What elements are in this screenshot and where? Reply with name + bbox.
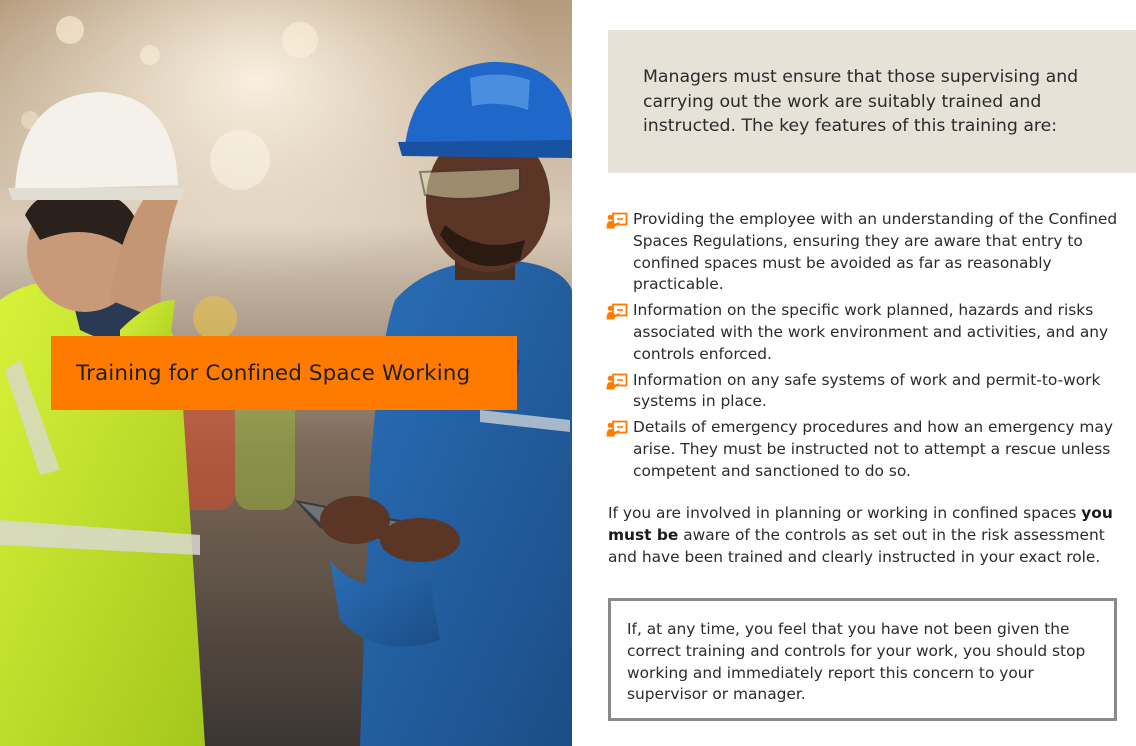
involvement-text-end: aware of the controls as set out in the … xyxy=(608,526,1105,566)
feature-text: Information on any safe systems of work … xyxy=(633,370,1101,411)
intro-box: Managers must ensure that those supervis… xyxy=(608,30,1136,173)
warning-text: If, at any time, you feel that you have … xyxy=(627,620,1086,704)
training-features-list: Providing the employee with an understan… xyxy=(606,209,1124,487)
feature-text: Information on the specific work planned… xyxy=(633,301,1109,363)
list-item: Information on any safe systems of work … xyxy=(606,370,1124,414)
presenter-board-icon xyxy=(606,373,628,390)
warning-box: If, at any time, you feel that you have … xyxy=(608,598,1117,721)
intro-text: Managers must ensure that those supervis… xyxy=(643,67,1079,136)
involvement-paragraph: If you are involved in planning or worki… xyxy=(608,502,1128,568)
list-item: Information on the specific work planned… xyxy=(606,300,1124,365)
list-item: Details of emergency procedures and how … xyxy=(606,417,1124,482)
presenter-board-icon xyxy=(606,212,628,229)
involvement-text-start: If you are involved in planning or worki… xyxy=(608,504,1082,522)
feature-text: Details of emergency procedures and how … xyxy=(633,418,1113,480)
presenter-board-icon xyxy=(606,420,628,437)
page-title: Training for Confined Space Working xyxy=(76,360,471,386)
presenter-board-icon xyxy=(606,303,628,320)
feature-text: Providing the employee with an understan… xyxy=(633,210,1118,294)
involvement-emphasis: you must be xyxy=(608,504,1113,544)
title-banner: Training for Confined Space Working xyxy=(51,336,517,410)
list-item: Providing the employee with an understan… xyxy=(606,209,1124,296)
workers-photo: Training for Confined Space Working xyxy=(0,0,572,746)
